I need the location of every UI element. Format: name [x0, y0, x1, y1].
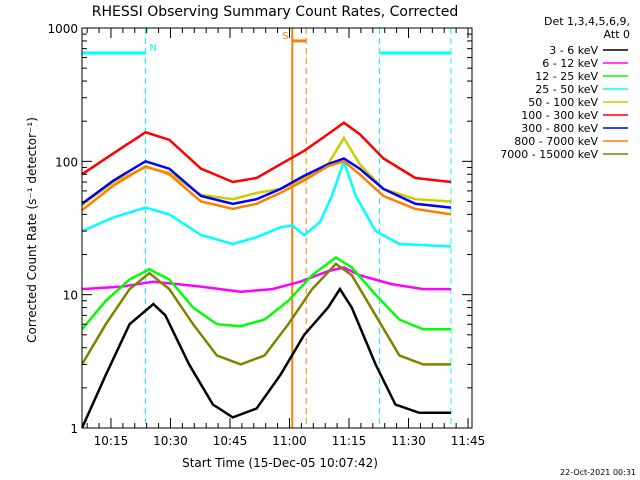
legend-entry-6: 300 - 800 keV — [521, 122, 628, 135]
chart-title: RHESSI Observing Summary Count Rates, Co… — [92, 4, 458, 20]
legend-label: 100 - 300 keV — [521, 109, 598, 122]
series-line-5 — [82, 121, 452, 184]
series-line-6 — [82, 157, 452, 209]
annotation-label: N — [149, 43, 156, 54]
y-tick-label: 1 — [70, 422, 78, 436]
legend-title-line1: Det 1,3,4,5,6,9, — [544, 15, 630, 28]
legend-entry-3: 25 - 50 keV — [535, 83, 628, 96]
legend-entry-7: 800 - 7000 keV — [514, 135, 628, 148]
legend-label: 7000 - 15000 keV — [500, 148, 598, 161]
series-line-0 — [82, 286, 451, 428]
x-axis: 10:15 10:30 10:45 11:00 11:15 11:30 11:45 — [86, 28, 486, 448]
x-tick-label: 11:00 — [272, 434, 307, 448]
legend-title-line2: Att 0 — [604, 28, 630, 41]
x-tick-label: 10:45 — [213, 434, 248, 448]
legend-label: 3 - 6 keV — [549, 44, 598, 57]
annotation-night-0: N — [81, 28, 157, 428]
series-line-7 — [82, 159, 452, 216]
footer-date: 22-Oct-2021 00:31 — [560, 468, 636, 477]
legend-entry-8: 7000 - 15000 keV — [500, 148, 628, 161]
plot-frame — [81, 27, 473, 429]
legend-label: 800 - 7000 keV — [514, 135, 598, 148]
legend-label: 300 - 800 keV — [521, 122, 598, 135]
y-axis-label: Corrected Count Rate (s⁻¹ detector⁻¹) — [25, 117, 39, 343]
legend-entry-5: 100 - 300 keV — [521, 109, 628, 122]
series-line-2 — [82, 255, 451, 331]
x-tick-label: 11:45 — [451, 434, 486, 448]
legend-label: 50 - 100 keV — [528, 96, 598, 109]
legend-entry-0: 3 - 6 keV — [549, 44, 628, 57]
series-line-3 — [82, 157, 452, 248]
annotation-label: S — [282, 31, 288, 42]
annotation-night-1 — [379, 28, 452, 428]
series-line-8 — [82, 262, 451, 366]
x-tick-label: 10:15 — [94, 434, 129, 448]
y-axis: 1 10 100 1000 — [47, 22, 472, 436]
legend-label: 25 - 50 keV — [535, 83, 598, 96]
series-line-1 — [82, 266, 451, 294]
plot-area: N S 1 10 100 1000 10:15 10:30 10:45 11:00 11:15 11:… — [47, 22, 485, 448]
x-tick-label: 11:15 — [332, 434, 367, 448]
legend-entry-1: 6 - 12 keV — [542, 57, 628, 70]
annotation-saa-2: S — [282, 28, 307, 428]
x-tick-label: 10:30 — [153, 434, 188, 448]
legend-label: 12 - 25 keV — [535, 70, 598, 83]
x-tick-label: 11:30 — [391, 434, 426, 448]
y-tick-label: 10 — [63, 289, 78, 303]
legend-label: 6 - 12 keV — [542, 57, 598, 70]
legend-entry-2: 12 - 25 keV — [535, 70, 628, 83]
legend-entry-4: 50 - 100 keV — [528, 96, 628, 109]
x-axis-label: Start Time (15-Dec-05 10:07:42) — [182, 456, 378, 470]
y-tick-label: 100 — [55, 155, 78, 169]
y-tick-label: 1000 — [47, 22, 78, 36]
